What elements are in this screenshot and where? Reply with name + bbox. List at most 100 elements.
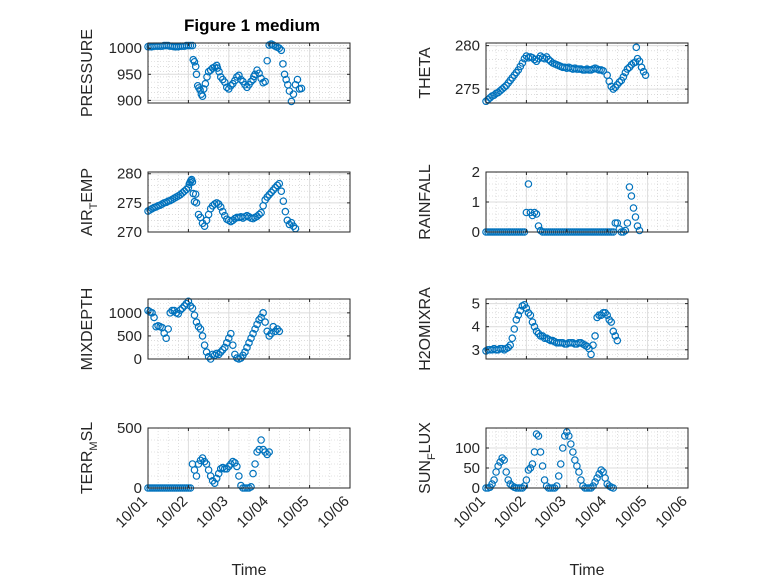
data-point <box>225 462 233 471</box>
data-point <box>627 192 636 200</box>
data-point <box>297 84 306 93</box>
data-point <box>190 311 199 319</box>
data-point <box>534 222 543 230</box>
data-point <box>199 85 208 93</box>
data-point <box>522 476 531 484</box>
y-tick-label: 2 <box>472 164 480 181</box>
data-point <box>289 222 298 230</box>
x-tick-label: 10/05 <box>274 493 313 532</box>
data-point <box>611 332 620 340</box>
panel-terr_msl: 0 500 10/01 10/02 10/03 10/04 10/05 10/06 Time TE… <box>79 420 353 579</box>
data-point <box>216 203 225 211</box>
data-point <box>176 306 185 314</box>
data-point <box>605 315 614 324</box>
data-point <box>198 332 207 340</box>
data-point <box>237 75 245 84</box>
data-point <box>233 462 241 471</box>
data-point <box>530 322 539 331</box>
data-point <box>164 325 173 333</box>
data-point <box>212 474 221 483</box>
data-point <box>540 54 549 63</box>
data-point <box>257 208 265 217</box>
data-point <box>196 456 205 465</box>
data-point <box>623 65 632 73</box>
data-point <box>589 482 597 490</box>
data-point <box>200 341 209 349</box>
panel-rainfall: 0 1 2 RAINFALL <box>417 164 689 241</box>
x-tick-label: 10/04 <box>233 493 272 532</box>
data-point <box>623 219 632 227</box>
x-tick-label: 10/04 <box>571 493 610 532</box>
data-point <box>196 325 205 333</box>
data-point <box>203 73 211 81</box>
axes-box <box>147 427 351 489</box>
data-point <box>257 436 265 444</box>
data-point <box>191 62 200 71</box>
data-point <box>282 75 290 84</box>
data-point <box>251 70 259 79</box>
data-point <box>615 78 624 86</box>
data-point <box>222 83 231 92</box>
y-axis-label: THETA <box>417 47 434 99</box>
data-point <box>247 482 255 491</box>
data-point <box>609 85 618 93</box>
data-points <box>144 175 300 233</box>
data-point <box>263 56 271 65</box>
data-point <box>265 332 274 340</box>
data-point <box>267 329 276 338</box>
data-point <box>263 450 271 459</box>
data-point <box>279 197 288 205</box>
data-point <box>273 181 282 190</box>
y-tick-label: 4 <box>472 319 480 336</box>
data-point <box>560 432 569 440</box>
data-point <box>187 176 195 185</box>
panel-sun_flux: 0 50 100 10/01 10/02 10/03 10/04 10/05 10/06 Time… <box>417 422 691 579</box>
data-point <box>261 448 269 456</box>
y-tick-label: 280 <box>117 166 142 183</box>
data-point <box>231 350 239 359</box>
data-point <box>275 327 284 336</box>
data-point <box>229 341 237 349</box>
y-tick-label: 50 <box>463 460 480 477</box>
data-point <box>512 315 521 324</box>
y-tick-label: 500 <box>117 328 142 345</box>
data-point <box>532 327 541 336</box>
x-axis-label: Time <box>232 562 267 579</box>
data-point <box>283 216 292 225</box>
data-point <box>534 329 543 338</box>
data-point <box>261 77 269 86</box>
data-point <box>245 339 253 347</box>
data-point <box>186 302 195 310</box>
data-point <box>196 86 204 94</box>
data-point <box>524 309 533 317</box>
axes-box <box>485 42 689 104</box>
y-tick-label: 0 <box>134 351 142 368</box>
data-point <box>277 46 286 55</box>
data-point <box>235 71 243 80</box>
y-axis-label-main: AIR <box>79 209 96 236</box>
data-point <box>510 325 519 333</box>
x-tick-label: 10/01 <box>450 493 489 532</box>
data-point <box>188 178 197 186</box>
data-point <box>589 341 597 349</box>
data-point <box>554 472 563 480</box>
data-point <box>500 83 508 92</box>
data-points <box>482 300 622 359</box>
x-axis-label: Time <box>570 562 605 579</box>
data-point <box>215 67 223 76</box>
data-point <box>593 474 601 482</box>
data-point <box>253 320 261 329</box>
y-tick-label: 100 <box>455 440 480 457</box>
data-point <box>496 458 504 466</box>
minor-grid <box>148 172 350 232</box>
data-point <box>150 313 158 322</box>
data-point <box>569 448 577 456</box>
data-point <box>591 332 599 340</box>
data-point <box>213 64 222 72</box>
data-point <box>556 460 565 468</box>
data-point <box>192 199 201 207</box>
data-point <box>188 304 197 313</box>
data-point <box>188 41 197 50</box>
y-axis-label: AIRTEMP <box>79 168 100 236</box>
